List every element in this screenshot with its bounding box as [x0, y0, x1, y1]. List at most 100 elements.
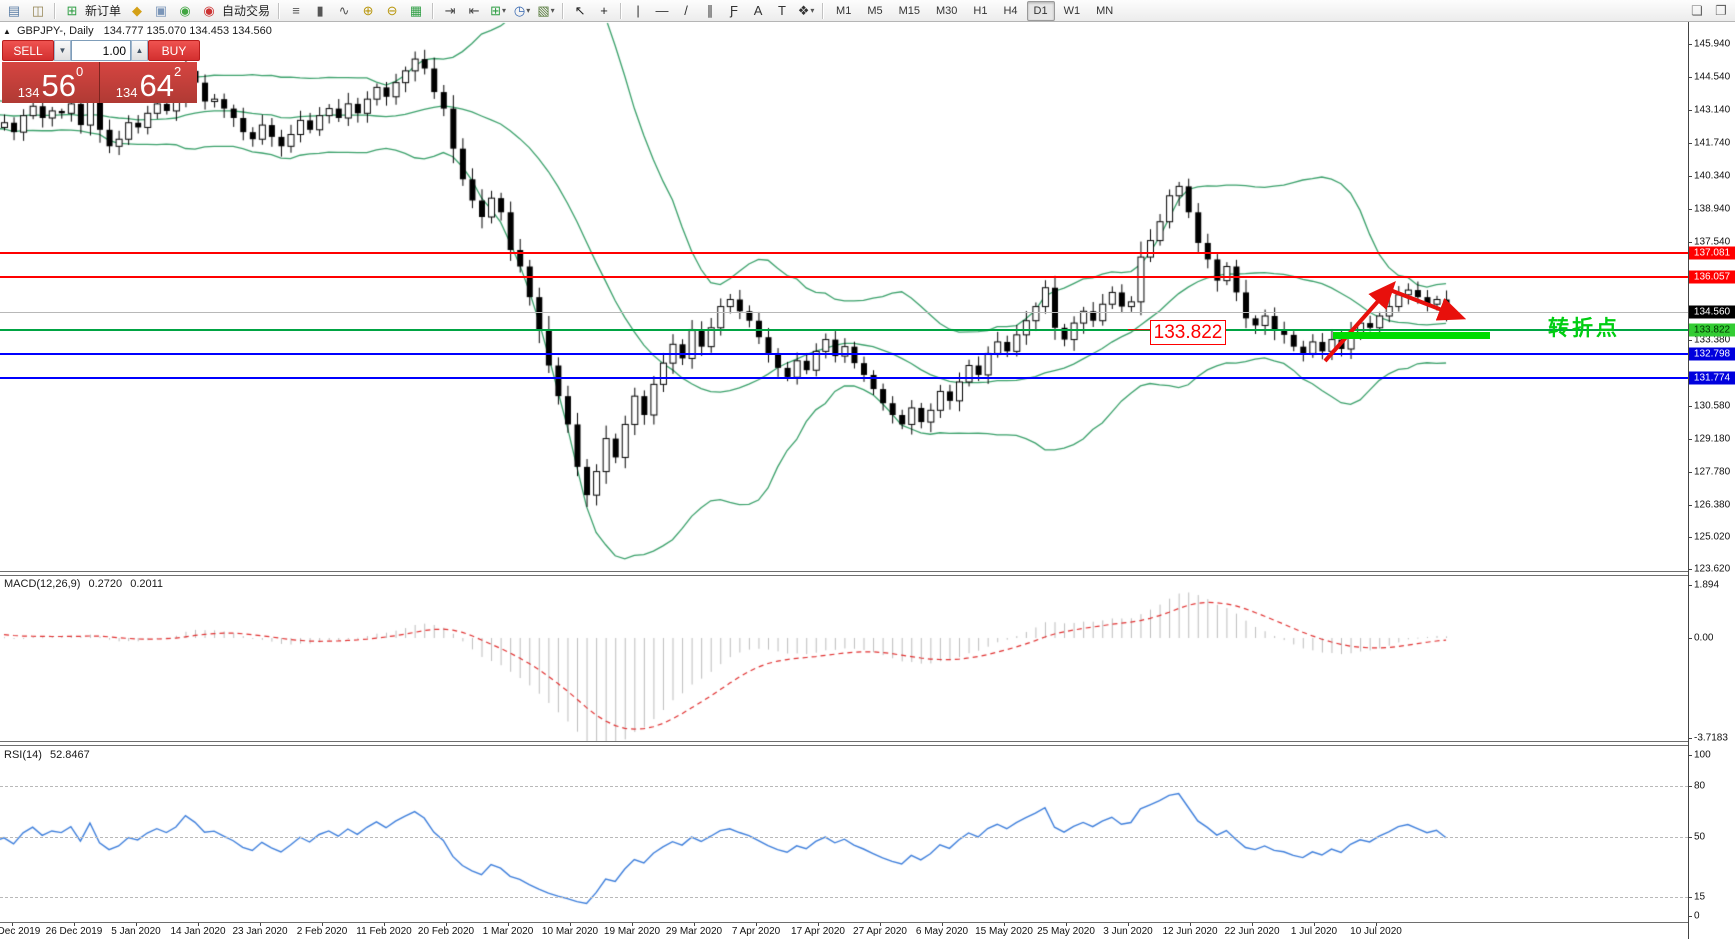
crosshair-icon[interactable]: + — [600, 3, 608, 18]
timeframe-button-M5[interactable]: M5 — [867, 4, 883, 17]
date-axis-label: 12 Jun 2020 — [1162, 926, 1218, 937]
signals-icon[interactable]: ◉ — [179, 2, 191, 18]
date-tickmark — [1190, 923, 1191, 926]
price-tick-144.540-tickmark — [1688, 77, 1692, 78]
rsi-tick-0: 0 — [1694, 910, 1700, 922]
price-tick-130.580-tickmark — [1688, 406, 1692, 408]
toolbar-separator — [620, 2, 623, 19]
sell-price-figure: 134 — [17, 85, 40, 100]
sell-price-box[interactable]: 134 56 0 — [2, 62, 100, 103]
date-tickmark — [74, 923, 75, 926]
timeframe-button-M1[interactable]: M1 — [836, 4, 852, 17]
arrows-icon[interactable]: ❖ ▾ — [797, 2, 815, 18]
cursor-icon[interactable]: ↖ — [574, 2, 586, 18]
rsi-pane-separator[interactable] — [0, 741, 1688, 742]
sell-button[interactable]: SELL — [2, 40, 54, 61]
buy-price-box[interactable]: 134 64 2 — [100, 62, 197, 103]
candlestick-chart-icon[interactable]: ▮ — [316, 2, 324, 18]
level-line-131.774[interactable] — [0, 376, 1688, 379]
price-tick-126.380: 126.380 — [1694, 499, 1731, 511]
date-tickmark — [446, 923, 447, 926]
metaeditor-icon[interactable]: ▣ — [154, 2, 168, 18]
price-callout-label[interactable]: 133.822 — [1150, 320, 1226, 345]
toolbar-separator — [562, 2, 565, 19]
templates-icon-dropdown[interactable]: ▾ — [550, 6, 555, 15]
templates-icon[interactable]: ▧ ▾ — [537, 2, 555, 18]
autotrading-label[interactable]: 自动交易 — [222, 4, 271, 18]
up-trend-arrow — [1323, 281, 1396, 363]
macd-tick--3.7183: -3.7183 — [1694, 732, 1728, 744]
timeframe-button-H1[interactable]: H1 — [973, 4, 988, 17]
level-line-137.081[interactable] — [0, 251, 1688, 254]
autotrading-icon[interactable]: ◉ — [203, 2, 215, 18]
styler-icon[interactable]: ◆ — [132, 2, 143, 18]
volume-step-down[interactable]: ▼ — [54, 40, 71, 61]
rsi-tick-15-tickmark — [1688, 896, 1692, 898]
price-tick-145.940-tickmark — [1688, 44, 1692, 45]
volume-step-up[interactable]: ▲ — [131, 40, 148, 61]
date-axis-label: 11 Feb 2020 — [356, 926, 412, 937]
zoom-in-icon[interactable]: ⊕ — [362, 2, 374, 18]
support-zone-bar[interactable] — [1333, 332, 1490, 339]
tile-windows-icon[interactable]: ▦ — [409, 2, 423, 18]
bar-chart-icon[interactable]: ≡ — [292, 3, 300, 18]
timeframe-button-M15[interactable]: M15 — [898, 4, 920, 17]
date-axis-label: 19 Mar 2020 — [603, 926, 661, 937]
rsi-tick-50: 50 — [1694, 831, 1706, 843]
market-watch-icon[interactable]: ▤ — [7, 2, 21, 18]
macd-tick-0.00: 0.00 — [1694, 632, 1714, 644]
macd-pane-separator[interactable] — [0, 571, 1688, 572]
date-axis-label: 10 Jul 2020 — [1350, 926, 1402, 937]
indicators-icon-dropdown[interactable]: ▾ — [501, 6, 506, 15]
symbol-collapse-arrow[interactable]: ▲ — [3, 27, 11, 36]
date-axis-label: 29 Mar 2020 — [665, 926, 723, 937]
level-line-136.057[interactable] — [0, 276, 1688, 278]
trendline-icon[interactable]: / — [684, 3, 688, 18]
zoom-out-icon[interactable]: ⊖ — [386, 2, 398, 18]
level-line-132.798[interactable] — [0, 352, 1688, 355]
channel-icon[interactable]: ∥ — [706, 2, 714, 18]
turning-point-text[interactable]: 转折点 — [1548, 317, 1620, 340]
timeframe-button-D1[interactable]: D1 — [1026, 0, 1055, 21]
volume-input[interactable]: 1.00 — [71, 40, 131, 61]
level-line-133.822[interactable] — [0, 328, 1688, 331]
fibonacci-icon[interactable]: Ƒ — [730, 3, 738, 18]
text-label-icon[interactable]: T — [778, 3, 786, 18]
arrows-icon-dropdown[interactable]: ▾ — [810, 6, 815, 15]
date-axis-label: 14 Jan 2020 — [170, 926, 226, 937]
data-window-icon[interactable]: ◫ — [31, 2, 45, 18]
auto-scroll-icon[interactable]: ⇥ — [444, 2, 456, 18]
trend-arrows[interactable] — [0, 22, 1688, 582]
new-order-label[interactable]: 新订单 — [85, 4, 122, 18]
price-tick-125.020-tickmark — [1688, 537, 1692, 539]
rsi-tick-80: 80 — [1694, 780, 1706, 792]
timeframe-button-MN[interactable]: MN — [1096, 4, 1114, 17]
date-tickmark — [136, 923, 137, 926]
price-badge-131.774: 131.774 — [1689, 371, 1735, 385]
timeframe-button-W1[interactable]: W1 — [1063, 4, 1081, 17]
price-tick-138.940-tickmark — [1688, 209, 1692, 210]
timeframe-button-M30[interactable]: M30 — [936, 4, 958, 17]
periods-icon[interactable]: ◷ ▾ — [513, 2, 531, 18]
timeframe-button-H4[interactable]: H4 — [1003, 4, 1018, 17]
price-tick-126.380-tickmark — [1688, 505, 1692, 506]
buy-button[interactable]: BUY — [148, 40, 200, 61]
price-tick-140.340-tickmark — [1688, 176, 1692, 177]
window-arrange-icon[interactable]: ❐ — [1715, 2, 1727, 18]
new-chart-window-icon[interactable]: ❏ — [1691, 2, 1703, 18]
chart-shift-icon[interactable]: ⇤ — [468, 2, 480, 18]
indicators-icon[interactable]: ⊞ ▾ — [490, 2, 506, 18]
level-line-134.560[interactable] — [0, 311, 1688, 313]
price-badge-136.057: 136.057 — [1689, 270, 1735, 284]
horizontal-line-icon[interactable]: — — [655, 3, 669, 18]
line-chart-icon[interactable]: ∿ — [338, 2, 350, 18]
symbol-period-label: GBPJPY-, Daily — [16, 25, 94, 37]
vertical-line-icon[interactable]: | — [636, 3, 640, 18]
toolbar-separator — [432, 2, 435, 19]
new-order-icon[interactable]: ⊞ — [66, 2, 78, 18]
periods-icon-dropdown[interactable]: ▾ — [526, 6, 531, 15]
date-tickmark — [1376, 923, 1377, 926]
text-icon[interactable]: A — [753, 3, 763, 18]
price-tick-127.780-tickmark — [1688, 472, 1692, 473]
main-chart-canvas[interactable] — [0, 22, 1688, 923]
